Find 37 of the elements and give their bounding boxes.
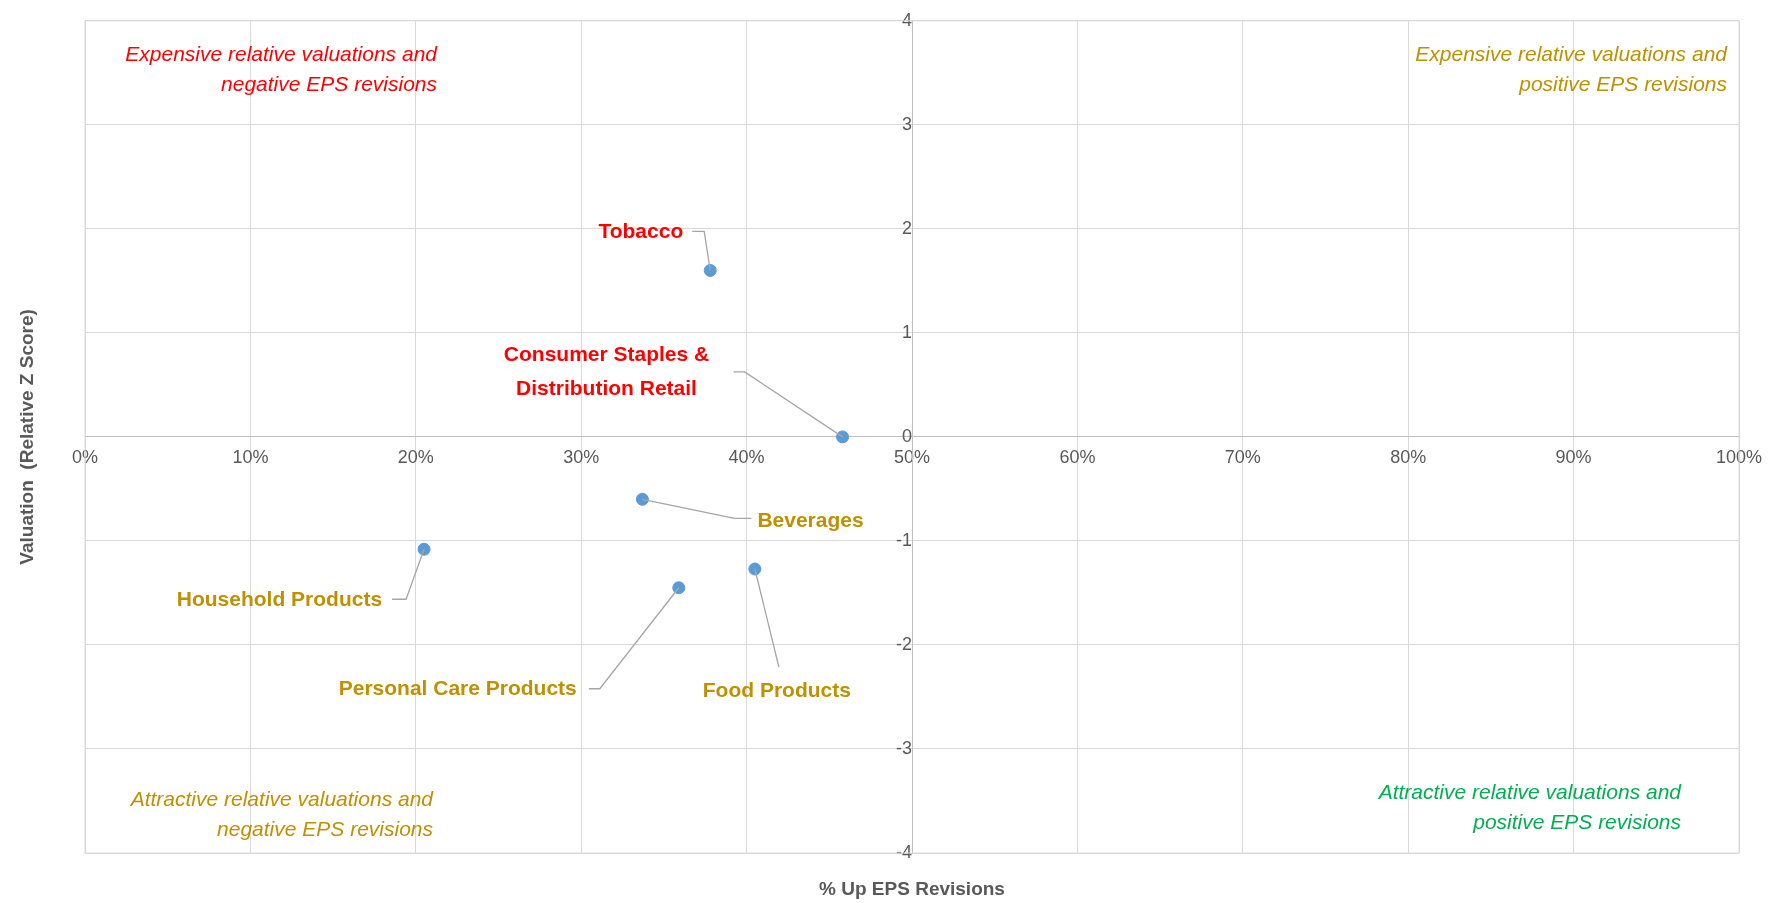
y-axis-title: Valuation (Relative Z Score)	[16, 309, 38, 565]
point	[836, 430, 850, 444]
x-tick-label: 40%	[728, 446, 765, 467]
point	[635, 492, 649, 506]
point	[417, 542, 431, 556]
annotation: Consumer Staples & Distribution Retail	[503, 341, 710, 399]
annotation: Attractive relative valuations and positive EPS revisions	[1376, 779, 1683, 833]
y-tick-label: 4	[901, 9, 912, 30]
y-tick-label: -4	[895, 841, 912, 862]
point	[703, 263, 717, 277]
annotation: Expensive relative valuations and negative EPS revisions	[125, 41, 439, 95]
y-tick-label: -3	[895, 737, 912, 758]
annotation: Household Products	[176, 587, 383, 611]
point	[748, 562, 762, 576]
x-tick-label: 20%	[397, 446, 434, 467]
annotation: Expensive relative valuations and positive EPS revisions	[1415, 41, 1729, 95]
x-axis-title: % Up EPS Revisions	[819, 878, 1005, 900]
y-tick-label: -1	[895, 529, 912, 550]
y-tick-label: -2	[895, 633, 912, 654]
x-tick-label: 80%	[1390, 446, 1427, 467]
x-tick-label: 90%	[1555, 446, 1592, 467]
annotation: Attractive relative valuations and negative EPS revisions	[128, 786, 435, 840]
x-tick-label: 10%	[232, 446, 269, 467]
annotation: Personal Care Products	[338, 675, 577, 699]
x-tick-label: 70%	[1224, 446, 1261, 467]
x-tick-label: 100%	[1715, 446, 1763, 467]
y-tick-label: 1	[901, 321, 912, 342]
x-tick-label: 30%	[563, 446, 600, 467]
y-tick-label: 3	[901, 113, 912, 134]
point	[672, 581, 686, 595]
y-tick-label: 2	[901, 217, 912, 238]
y-tick-label: 0	[901, 425, 912, 446]
x-tick-label: 0%	[71, 446, 99, 467]
annotation: Tobacco	[598, 219, 684, 243]
x-tick-label: 60%	[1059, 446, 1096, 467]
annotation: Beverages	[757, 508, 864, 532]
annotation: Food Products	[702, 677, 851, 701]
